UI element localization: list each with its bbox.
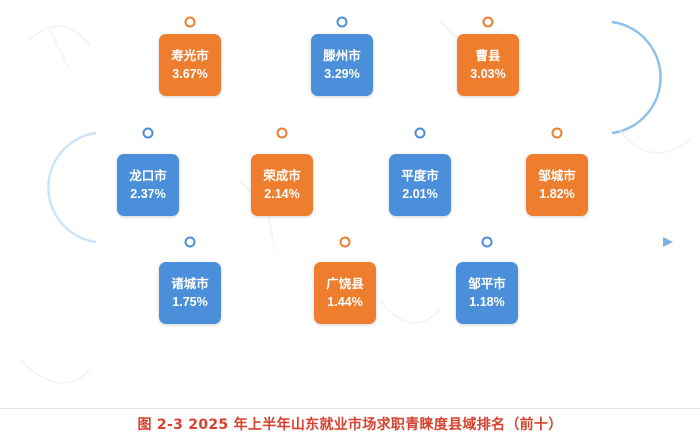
county-name: 龙口市 [129,168,167,183]
county-value: 3.03% [470,67,506,81]
county-name: 荣成市 [263,168,301,183]
rank-card-1: 寿光市 3.67% [159,34,221,96]
rank-card-5: 荣成市 2.14% [251,154,313,216]
caption-rule [0,408,700,409]
path-marker-9 [339,236,351,248]
path-marker-5 [276,127,288,139]
county-value: 2.14% [264,187,300,201]
rank-card-6: 平度市 2.01% [389,154,451,216]
rank-card-2: 滕州市 3.29% [311,34,373,96]
path-turn-left [47,131,97,244]
county-value: 3.67% [172,67,208,81]
county-name: 曹县 [475,48,501,63]
rank-card-4: 龙口市 2.37% [117,154,179,216]
path-marker-1 [184,16,196,28]
county-name: 滕州市 [323,48,361,63]
county-value: 1.18% [469,295,505,309]
path-marker-10 [481,236,493,248]
county-value: 1.82% [539,187,575,201]
path-marker-8 [184,236,196,248]
rank-card-9: 广饶县 1.44% [314,262,376,324]
county-value: 1.75% [172,295,208,309]
county-name: 广饶县 [326,276,364,291]
county-name: 邹城市 [538,168,576,183]
path-marker-7 [551,127,563,139]
county-value: 2.01% [402,187,438,201]
rank-card-7: 邹城市 1.82% [526,154,588,216]
path-marker-3 [482,16,494,28]
rank-card-8: 诸城市 1.75% [159,262,221,324]
county-value: 3.29% [324,67,360,81]
figure-caption: 图 2-3 2025 年上半年山东就业市场求职青睐度县域排名（前十） [137,417,563,433]
arrow-head [663,237,673,247]
county-value: 2.37% [130,187,166,201]
county-name: 诸城市 [171,276,209,291]
rank-card-10: 邹平市 1.18% [456,262,518,324]
rank-card-3: 曹县 3.03% [457,34,519,96]
county-name: 寿光市 [171,48,209,63]
path-marker-4 [142,127,154,139]
county-value: 1.44% [327,295,363,309]
path-marker-2 [336,16,348,28]
county-name: 邹平市 [468,276,506,291]
path-turn-right [611,20,662,135]
county-name: 平度市 [401,168,439,183]
path-marker-6 [414,127,426,139]
